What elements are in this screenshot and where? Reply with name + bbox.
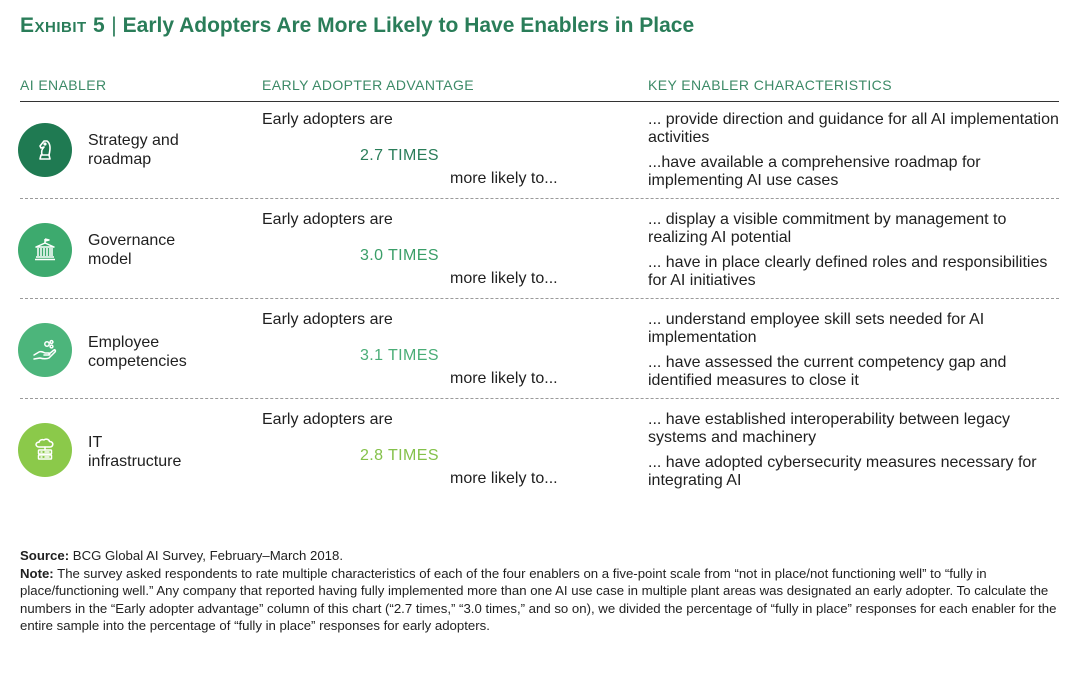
header-ai-enabler: AI ENABLER — [20, 77, 107, 93]
enabler-name-line2: roadmap — [88, 151, 152, 168]
header-key-characteristics: KEY ENABLER CHARACTERISTICS — [648, 77, 892, 93]
footnotes: Source: BCG Global AI Survey, February–M… — [20, 547, 1060, 635]
enabler-name-line1: IT — [88, 434, 103, 451]
enabler-name-line1: Strategy and — [88, 132, 179, 149]
header-early-adopter-advantage: EARLY ADOPTER ADVANTAGE — [262, 77, 475, 93]
enabler-name-line1: Employee — [88, 334, 160, 351]
note-text: The survey asked respondents to rate mul… — [20, 565, 1057, 634]
early-adopters-label: Early adopters are — [262, 411, 393, 428]
chess-knight-icon — [18, 123, 72, 177]
enabler-name-line2: infrastructure — [88, 453, 182, 470]
enabler-row-it: IT infrastructure Early adopters are 2.8… — [0, 402, 1080, 502]
note-line: Note: The survey asked respondents to ra… — [20, 565, 1060, 635]
row-divider — [20, 298, 1059, 299]
enabler-name-line2: competencies — [88, 353, 187, 370]
row-divider — [20, 398, 1059, 399]
government-building-icon — [18, 223, 72, 277]
characteristic-2: ... have adopted cybersecurity measures … — [648, 454, 1037, 489]
more-likely-label: more likely to... — [450, 370, 558, 387]
times-value: 2.8 TIMES — [360, 447, 439, 464]
enabler-name: Employee competencies — [88, 333, 187, 371]
characteristic-2: ...have available a comprehensive roadma… — [648, 154, 981, 189]
characteristic-1: ... understand employee skill sets neede… — [648, 311, 985, 346]
more-likely-label: more likely to... — [450, 470, 558, 487]
exhibit-title: Exhibit 5 | Early Adopters Are More Likely… — [20, 14, 694, 38]
hand-skills-icon — [18, 323, 72, 377]
characteristic-1: ... display a visible commitment by mana… — [648, 211, 1007, 246]
enabler-row-strategy: Strategy and roadmap Early adopters are … — [0, 102, 1080, 202]
characteristic-1: ... have established interoperability be… — [648, 411, 1010, 446]
enabler-row-employee: Employee competencies Early adopters are… — [0, 302, 1080, 402]
enabler-name: IT infrastructure — [88, 433, 181, 471]
enabler-row-governance: Governance model Early adopters are 3.0 … — [0, 202, 1080, 302]
characteristic-2: ... have in place clearly defined roles … — [648, 254, 1048, 289]
early-adopters-label: Early adopters are — [262, 111, 393, 128]
enabler-name-line1: Governance — [88, 232, 176, 249]
early-adopters-label: Early adopters are — [262, 211, 393, 228]
times-value: 3.0 TIMES — [360, 247, 439, 264]
early-adopters-label: Early adopters are — [262, 311, 393, 328]
times-value: 2.7 TIMES — [360, 147, 439, 164]
source-label: Source: — [20, 548, 70, 563]
source-line: Source: BCG Global AI Survey, February–M… — [20, 547, 1060, 565]
times-value: 3.1 TIMES — [360, 347, 439, 364]
exhibit-number: Exhibit 5 — [20, 14, 106, 37]
more-likely-label: more likely to... — [450, 170, 558, 187]
characteristic-2: ... have assessed the current competency… — [648, 354, 1007, 389]
enabler-name: Strategy and roadmap — [88, 131, 179, 169]
enabler-name-line2: model — [88, 251, 132, 268]
header-divider — [20, 101, 1059, 102]
enabler-name: Governance model — [88, 231, 175, 269]
cloud-server-icon — [18, 423, 72, 477]
source-text: BCG Global AI Survey, February–March 201… — [72, 548, 344, 563]
title-separator: | — [111, 14, 117, 37]
title-text: Early Adopters Are More Likely to Have E… — [122, 14, 695, 37]
characteristic-1: ... provide direction and guidance for a… — [648, 111, 1059, 146]
row-divider — [20, 198, 1059, 199]
more-likely-label: more likely to... — [450, 270, 558, 287]
note-label: Note: — [20, 565, 54, 581]
